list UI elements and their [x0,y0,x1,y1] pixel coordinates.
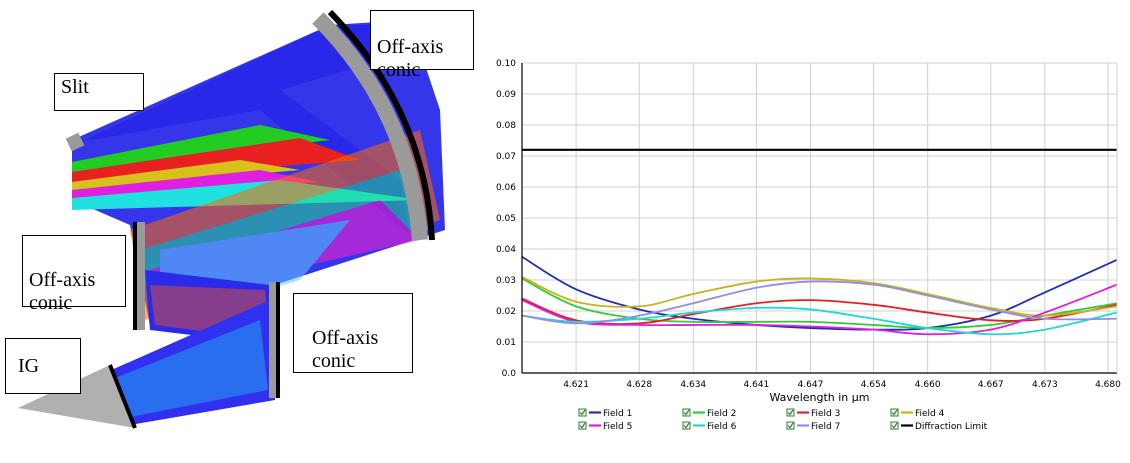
x-tick-label: 4.673 [1032,380,1058,390]
series-line-field-2 [521,277,1118,329]
legend-checkmark [891,409,898,416]
y-tick-label: 0.01 [496,338,516,348]
right-mirror-backing [276,282,280,398]
legend-checkmark [787,409,794,416]
y-tick-label: 0.04 [496,245,516,255]
series-line-field-7 [521,280,1118,325]
y-tick-label: 0.08 [496,121,516,131]
legend-label: Field 4 [915,409,945,419]
exit-beam-color [110,320,268,418]
series-line-field-4 [521,276,1118,317]
top-mirror-backing [327,9,435,241]
ray-trace-drawing [18,9,445,429]
line-chart: 0.0 0.01 0.02 0.03 0.04 0.05 0.06 0.07 0.08 0.09 0… [455,40,1130,460]
left-mirror-label: Off-axis conic [22,235,126,314]
legend-checkmark [579,422,586,429]
x-tick-label: 4.634 [680,380,706,390]
x-tick-label: 4.628 [626,380,652,390]
x-tick-label: 4.621 [563,380,589,390]
legend-checkbox [682,408,691,417]
left-mirror-backing [133,222,137,330]
legend-item: Diffraction Limit [890,421,988,432]
legend-checkmark [891,422,898,429]
tick-labels: 0.0 0.01 0.02 0.03 0.04 0.05 0.06 0.07 0.08 0.09 0… [496,59,1121,390]
series-lines [521,148,1118,336]
optical-layout-diagram: Slit Off-axis conic Off-axis conic Off-a… [0,0,500,458]
y-tick-label: 0.03 [496,276,516,286]
series-line-field-1 [521,255,1118,331]
slit-label: Slit [54,73,144,111]
x-tick-label: 4.647 [798,380,824,390]
ray-speckle [130,130,440,320]
legend-item: Field 2 [682,408,736,419]
spectrum-yellow [72,160,300,190]
y-tick-label: 0.06 [496,183,516,193]
legend-label: Field 5 [603,422,632,432]
spectrum-magenta [72,170,320,198]
series-line-field-6 [521,306,1118,336]
right-mirror-label: Off-axis conic [293,293,413,373]
legend-checkbox [682,421,691,430]
legend-checkbox [890,408,899,417]
legend-item: Field 5 [578,421,632,432]
x-tick-label: 4.680 [1095,380,1121,390]
exit-beam [100,300,275,425]
immersion-grating [18,365,135,428]
y-tick-label: 0.0 [502,369,517,379]
spectrum-green [72,125,330,172]
top-mirror [312,12,428,241]
legend: Field 1 Field 2 Field 3 Field 4 Field 5 Field… [578,408,988,432]
legend-item: Field 1 [578,408,632,419]
y-tick-label: 0.05 [496,214,516,224]
legend-label: Field 2 [707,409,736,419]
y-tick-label: 0.09 [496,90,516,100]
legend-label: Field 6 [707,422,737,432]
grating-label: IG [5,338,81,394]
x-tick-label: 4.660 [915,380,941,390]
legend-label: Diffraction Limit [915,422,988,432]
legend-checkbox [786,421,795,430]
legend-checkbox [890,421,899,430]
legend-checkmark [683,422,690,429]
x-tick-label: 4.667 [978,380,1004,390]
legend-item: Field 4 [890,408,945,419]
y-tick-label: 0.07 [496,152,516,162]
grating-surface [108,364,137,429]
legend-item: Field 6 [682,421,737,432]
chart-canvas: 0.0 0.01 0.02 0.03 0.04 0.05 0.06 0.07 0.08 0.09 0… [496,59,1121,432]
x-axis-label: Wavelength in µm [770,391,870,404]
legend-label: Field 1 [603,409,632,419]
slit-element [65,132,85,152]
y-tick-label: 0.10 [496,59,516,69]
top-mirror-label: Off-axis conic [370,10,474,81]
y-tick-label: 0.02 [496,307,516,317]
right-mirror [269,282,279,398]
legend-checkbox [786,408,795,417]
legend-checkmark [579,409,586,416]
legend-checkmark [787,422,794,429]
legend-item: Field 7 [786,421,840,432]
legend-checkbox [578,408,587,417]
x-tick-label: 4.641 [744,380,770,390]
legend-label: Field 3 [811,409,840,419]
series-line-field-5 [521,283,1118,336]
x-tick-label: 4.654 [861,380,887,390]
spectrum-red [72,138,360,182]
legend-checkmark [683,409,690,416]
legend-label: Field 7 [811,422,840,432]
legend-item: Field 3 [786,408,840,419]
legend-checkbox [578,421,587,430]
axes [521,63,1118,374]
